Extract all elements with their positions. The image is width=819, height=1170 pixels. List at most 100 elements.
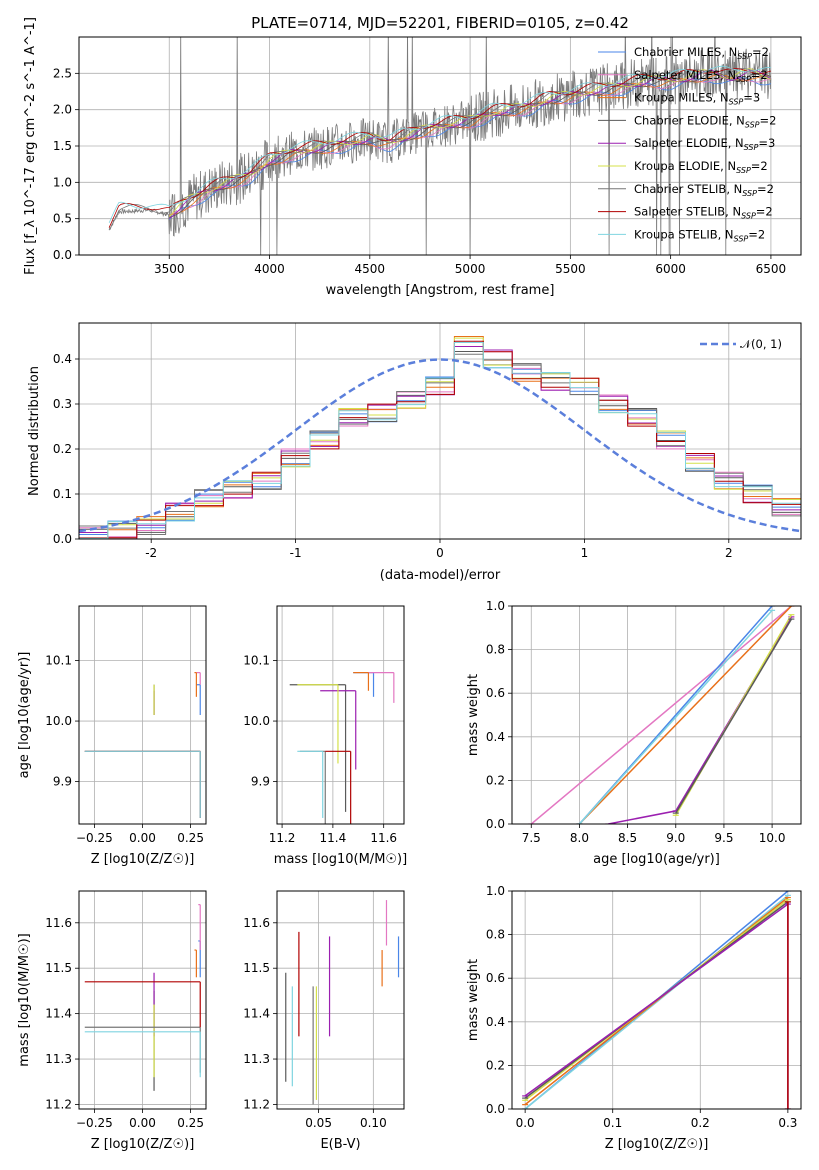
y-tick-label: 11.2 xyxy=(243,1097,270,1111)
legend-suffix: =3 xyxy=(758,136,775,150)
panel-residuals: -2 -1 0 1 2 0.0 0.1 0.2 0.3 0.4 𝒩(0, 1) (data-model… xyxy=(27,322,802,583)
y-axis-label: mass [log10(M/M☉)] xyxy=(17,933,32,1066)
y-tick-label: 2.0 xyxy=(53,103,72,117)
legend-label: Chabrier STELIB, N xyxy=(634,182,742,196)
mass-weight-line xyxy=(524,896,789,1106)
y-tick-label: 1.5 xyxy=(53,139,72,153)
panel-weight-vs-age: 7.5 8.0 8.5 9.0 9.5 10.0 0.0 0.2 0.4 0.6 0.8 1.0 age… xyxy=(466,599,802,867)
x-tick-label: 0 xyxy=(436,546,444,560)
x-tick-label: 0.00 xyxy=(129,831,156,845)
y-tick-label: 11.6 xyxy=(45,916,72,930)
y-axis-label: age [log10(age/yr)] xyxy=(17,652,32,779)
axes-frame xyxy=(276,890,405,1110)
x-tick-label: −0.25 xyxy=(76,831,113,845)
y-tick-label: 0.2 xyxy=(486,773,505,787)
plot-area xyxy=(289,672,395,824)
residual-histogram xyxy=(79,342,801,539)
legend-entry: Chabrier STELIB, NSSP=2 xyxy=(634,182,774,198)
y-tick-label: 9.9 xyxy=(251,775,270,789)
axes-frame xyxy=(78,605,207,825)
x-tick-label: 4000 xyxy=(254,262,285,276)
legend-sub: SSP xyxy=(736,166,751,175)
legend-sub: SSP xyxy=(729,98,744,107)
model-spectrum-line xyxy=(108,68,771,231)
legend-sub: SSP xyxy=(736,75,751,84)
mass-weight-line xyxy=(530,606,792,824)
y-tick-label: 11.4 xyxy=(243,1007,270,1021)
chart-title: PLATE=0714, MJD=52201, FIBERID=0105, z=0… xyxy=(251,14,629,32)
x-tick-label: 3500 xyxy=(154,262,185,276)
legend-entry: Kroupa STELIB, NSSP=2 xyxy=(634,227,765,243)
model-spectrum-line xyxy=(169,76,771,217)
model-spectrum-line xyxy=(169,69,772,219)
x-tick-label: -2 xyxy=(145,546,157,560)
y-tick-label: 11.2 xyxy=(45,1097,72,1111)
plot-area xyxy=(79,336,801,539)
panel-age-vs-mass: 11.2 11.4 11.6 9.9 10.0 10.1 mass [log10(M/M☉)… xyxy=(243,605,407,867)
y-axis-label: mass weight xyxy=(466,674,481,756)
x-axis-label: (data-model)/error xyxy=(380,568,501,583)
y-axis-label: Normed distribution xyxy=(27,366,42,496)
legend-label: Kroupa STELIB, N xyxy=(634,227,734,241)
x-tick-label: 0.1 xyxy=(603,1116,622,1130)
legend-entry: Kroupa ELODIE, NSSP=2 xyxy=(634,159,768,175)
panel-spectrum: 3500 4000 4500 5000 5500 6000 6500 0.0 0.5 1.0 1.5… xyxy=(23,14,802,298)
y-tick-label: 0.4 xyxy=(53,352,72,366)
legend-entry: 𝒩(0, 1) xyxy=(740,337,782,351)
legend-sub: SSP xyxy=(744,143,759,152)
x-tick-label: 6000 xyxy=(655,262,686,276)
legend-label: Kroupa ELODIE, N xyxy=(634,159,736,173)
x-tick-label: 11.2 xyxy=(269,831,296,845)
legend-label: Kroupa MILES, N xyxy=(634,91,729,105)
x-tick-label: 9.5 xyxy=(714,831,733,845)
plot-area xyxy=(528,606,795,824)
axes-frame xyxy=(511,605,802,825)
x-axis-label: Z [log10(Z/Z☉)] xyxy=(91,1137,195,1152)
axes-frame xyxy=(78,890,207,1110)
y-axis-label: Flux [f_λ 10^-17 erg cm^-2 s^-1 A^-1] xyxy=(23,17,38,275)
y-tick-label: 0.4 xyxy=(486,730,505,744)
legend-entry: Kroupa MILES, NSSP=3 xyxy=(634,91,760,107)
grid xyxy=(79,37,801,256)
y-tick-label: 0.4 xyxy=(486,1015,505,1029)
y-tick-label: 0.0 xyxy=(486,817,505,831)
x-axis-label: wavelength [Angstrom, rest frame] xyxy=(326,283,555,298)
x-axis-label: Z [log10(Z/Z☉)] xyxy=(91,852,195,867)
legend-sub: SSP xyxy=(742,189,757,198)
model-spectrum-line xyxy=(169,71,772,218)
y-tick-label: 10.0 xyxy=(243,714,270,728)
panel-weight-vs-Z: 0.0 0.1 0.2 0.3 0.0 0.2 0.4 0.6 0.8 1.0 Z [log10(Z… xyxy=(466,884,802,1152)
mass-weight-line xyxy=(608,616,793,824)
y-tick-label: 0.6 xyxy=(486,971,505,985)
grid xyxy=(79,323,801,540)
y-tick-label: 0.3 xyxy=(53,397,72,411)
legend-sub: SSP xyxy=(734,234,749,243)
y-tick-label: 0.2 xyxy=(53,442,72,456)
legend-suffix: =2 xyxy=(751,68,768,82)
legend-suffix: =3 xyxy=(743,91,760,105)
legend-suffix: =2 xyxy=(751,159,768,173)
legend-entry: Chabrier MILES, NSSP=2 xyxy=(634,45,769,61)
legend-sub: SSP xyxy=(741,212,756,221)
x-tick-label: 0.3 xyxy=(778,1116,797,1130)
y-tick-label: 0.0 xyxy=(53,532,72,546)
x-axis-label: E(B-V) xyxy=(320,1137,360,1152)
x-tick-label: 1 xyxy=(581,546,589,560)
x-tick-label: 11.4 xyxy=(320,831,347,845)
axes-frame xyxy=(511,890,802,1110)
legend-entry: Salpeter STELIB, NSSP=2 xyxy=(634,205,773,221)
grid xyxy=(79,606,206,824)
legend-sub: SSP xyxy=(745,120,760,129)
x-tick-label: 8.0 xyxy=(570,831,589,845)
legend-label: Salpeter STELIB, N xyxy=(634,205,741,219)
y-tick-label: 9.9 xyxy=(53,775,72,789)
x-tick-label: −0.25 xyxy=(76,1116,113,1130)
x-tick-label: 11.6 xyxy=(370,831,397,845)
axes-frame xyxy=(78,322,802,540)
x-tick-label: 9.0 xyxy=(666,831,685,845)
y-axis-label: mass weight xyxy=(466,959,481,1041)
legend-suffix: =2 xyxy=(760,113,777,127)
y-tick-label: 0.0 xyxy=(486,1102,505,1116)
y-tick-label: 11.3 xyxy=(45,1052,72,1066)
